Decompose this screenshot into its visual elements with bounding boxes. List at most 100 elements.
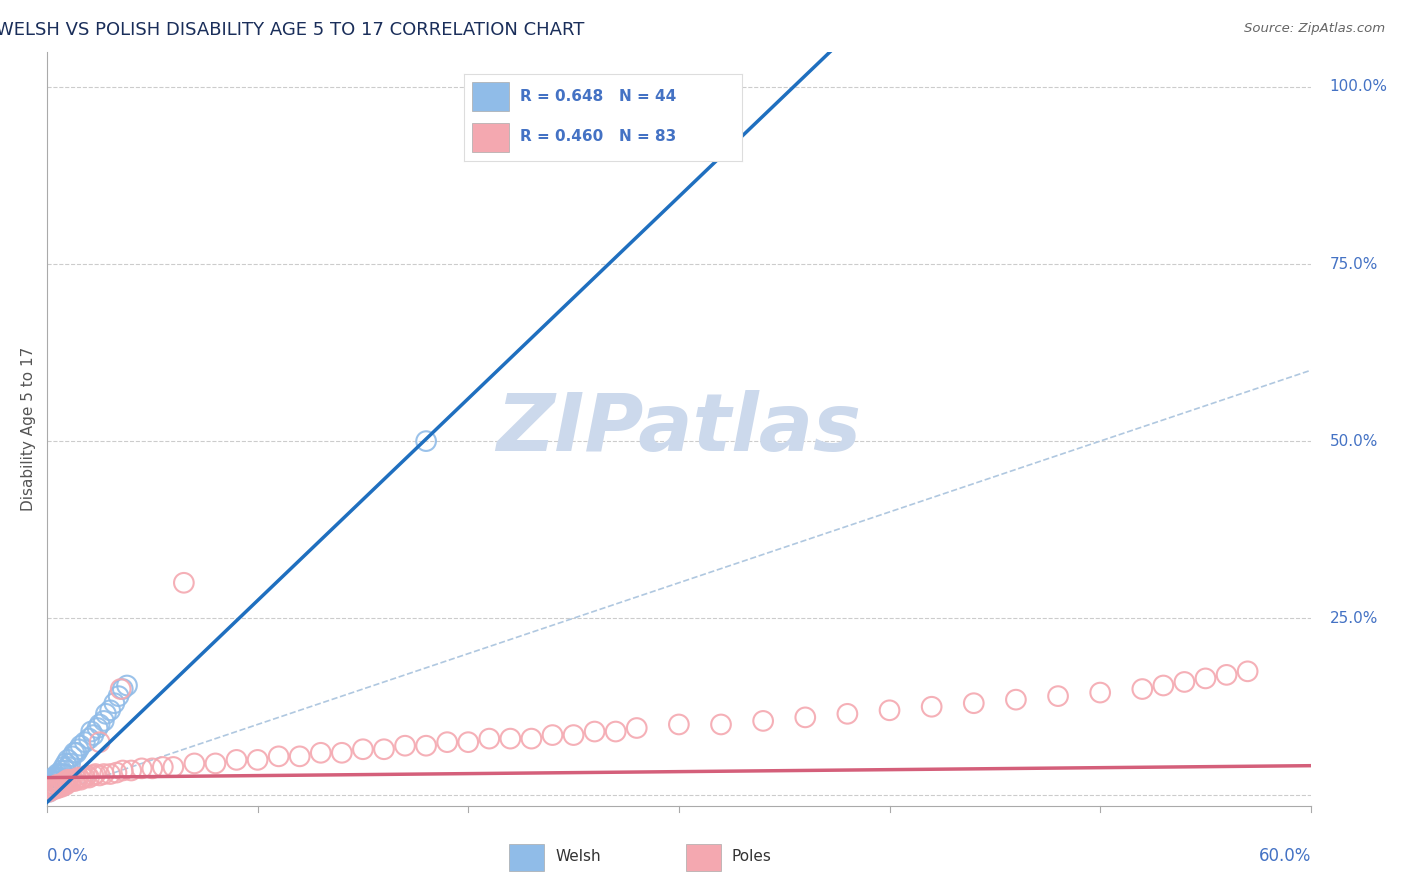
Point [794, 710, 817, 724]
Point [38, 781, 60, 796]
Point [1173, 675, 1195, 690]
Point [879, 703, 901, 717]
Point [288, 749, 311, 764]
Point [44, 781, 66, 796]
Point [1194, 672, 1216, 686]
Point [39, 778, 62, 792]
Point [73, 771, 96, 785]
Point [457, 735, 479, 749]
Point [73, 735, 96, 749]
Point [51, 767, 73, 781]
Point [837, 706, 859, 721]
Point [48, 780, 70, 794]
Point [131, 761, 153, 775]
Point [246, 753, 269, 767]
Point [668, 717, 690, 731]
Point [436, 735, 458, 749]
Point [52, 775, 75, 789]
Point [162, 760, 184, 774]
Point [98, 767, 121, 781]
Point [94, 706, 117, 721]
Point [55, 778, 77, 792]
Point [80, 724, 103, 739]
Point [93, 767, 115, 781]
Point [42, 778, 65, 792]
Point [39, 782, 62, 797]
Point [541, 728, 564, 742]
Point [352, 742, 374, 756]
Text: 100.0%: 100.0% [1330, 79, 1388, 95]
Text: 75.0%: 75.0% [1330, 257, 1378, 271]
Point [42, 771, 65, 785]
Point [46, 767, 69, 781]
Point [710, 717, 733, 731]
Point [1152, 678, 1174, 692]
Point [204, 756, 226, 771]
Point [39, 778, 62, 792]
Point [98, 703, 121, 717]
Text: 25.0%: 25.0% [1330, 611, 1378, 625]
Point [583, 724, 606, 739]
Point [60, 749, 83, 764]
Point [42, 780, 65, 794]
Point [44, 771, 66, 785]
Point [56, 760, 79, 774]
Point [626, 721, 648, 735]
Point [120, 764, 142, 778]
Text: ZIPatlas: ZIPatlas [496, 390, 862, 467]
Point [69, 772, 91, 787]
Point [105, 765, 128, 780]
Point [52, 778, 75, 792]
Point [52, 767, 75, 781]
Point [605, 724, 627, 739]
Point [1047, 689, 1070, 703]
Point [373, 742, 395, 756]
Point [51, 780, 73, 794]
Point [67, 771, 90, 785]
Point [46, 778, 69, 792]
Point [1088, 685, 1111, 699]
Point [415, 434, 437, 449]
Point [67, 742, 90, 756]
Point [55, 756, 77, 771]
Point [77, 731, 100, 746]
Text: 60.0%: 60.0% [1258, 847, 1310, 865]
Point [59, 756, 82, 771]
Point [309, 746, 332, 760]
Point [225, 753, 247, 767]
Point [93, 714, 115, 728]
Text: 0.0%: 0.0% [46, 847, 89, 865]
Point [46, 771, 69, 785]
Point [51, 778, 73, 792]
Point [65, 746, 87, 760]
Point [69, 739, 91, 753]
Point [55, 764, 77, 778]
Point [42, 782, 65, 797]
Point [76, 768, 98, 782]
Point [141, 761, 163, 775]
Point [39, 781, 62, 796]
Point [59, 774, 82, 789]
Point [267, 749, 290, 764]
Point [56, 772, 79, 787]
Point [46, 774, 69, 789]
Point [415, 739, 437, 753]
Point [63, 774, 86, 789]
Point [42, 774, 65, 789]
Point [107, 689, 129, 703]
Text: Source: ZipAtlas.com: Source: ZipAtlas.com [1244, 22, 1385, 36]
Point [111, 764, 134, 778]
Point [56, 775, 79, 789]
Point [46, 781, 69, 796]
Point [44, 780, 66, 794]
Point [48, 771, 70, 785]
Point [183, 756, 205, 771]
Text: 50.0%: 50.0% [1330, 434, 1378, 449]
Point [39, 781, 62, 796]
Point [55, 774, 77, 789]
Point [52, 760, 75, 774]
Point [752, 714, 775, 728]
Point [48, 778, 70, 792]
Point [56, 753, 79, 767]
Point [111, 681, 134, 696]
